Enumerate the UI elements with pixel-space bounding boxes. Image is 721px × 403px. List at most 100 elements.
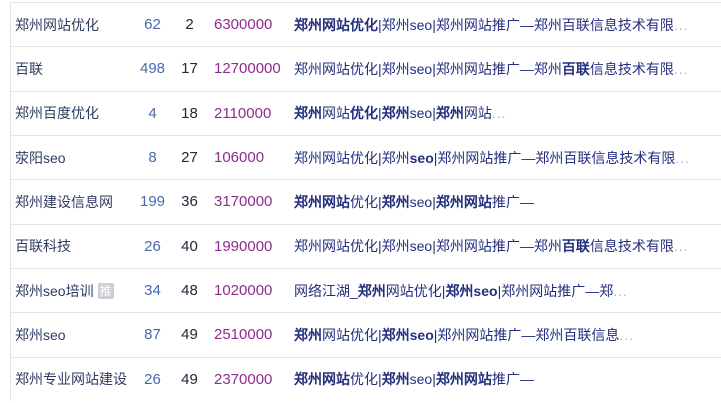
serp-title-link[interactable]: 郑州网站优化|郑州seo|郑州网站推广—郑州百联信息技术有限... xyxy=(294,238,689,254)
title-segment: 郑州 xyxy=(435,105,464,122)
table-row: 百联 498 17 12700000 郑州网站优化|郑州seo|郑州网站推广—郑… xyxy=(11,46,721,90)
title-ellipsis: ... xyxy=(673,60,689,77)
title-segment: 郑州 xyxy=(381,371,410,388)
serp-title-link[interactable]: 郑州网站优化|郑州seo|郑州网站推广—郑州百联信息技术有限... xyxy=(294,150,690,166)
title-segment: 郑州网站优化|郑州 xyxy=(294,149,410,166)
title-segment: 郑州seo xyxy=(445,282,498,299)
table-row: 郑州seo培训 推 34 48 1020000 网络江湖_郑州网站优化|郑州se… xyxy=(11,267,721,312)
serp-title-cell: 网络江湖_郑州网站优化|郑州seo|郑州网站推广—郑... xyxy=(285,281,721,301)
title-segment: 郑州网站优化|郑州seo|郑州网站推广—郑州 xyxy=(294,60,562,77)
keyword-cell: 郑州百度优化 xyxy=(11,103,131,123)
metric-links-count[interactable]: 26 xyxy=(144,370,161,388)
metric-results-count: 1990000 xyxy=(214,237,273,255)
metric-links-count[interactable]: 8 xyxy=(148,149,157,167)
title-segment: 推广— xyxy=(491,193,534,210)
title-segment: 郑州网站 xyxy=(435,193,492,210)
serp-title-link[interactable]: 郑州网站优化|郑州seo|郑州网站推广— xyxy=(294,194,534,210)
keyword-cell: 郑州建设信息网 xyxy=(11,192,131,212)
title-segment: 推广— xyxy=(491,371,534,388)
metric-rank: 49 xyxy=(181,370,198,388)
metric-results-count: 2510000 xyxy=(214,326,273,344)
table-row: 郑州专业网站建设 26 49 2370000 郑州网站优化|郑州seo|郑州网站… xyxy=(11,356,721,401)
title-segment: |郑州网站推广—郑 xyxy=(497,282,614,299)
title-segment: 郑州网站优化 xyxy=(294,16,378,33)
title-segment: |郑州网站推广—郑州百联信息技术有限 xyxy=(433,149,676,166)
metric-results-count: 106000 xyxy=(214,149,265,167)
serp-title-cell: 郑州网站优化|郑州seo|郑州网站推广—郑州百联信息技术有限... xyxy=(285,148,721,168)
serp-title-cell: 郑州网站优化|郑州seo|郑州网站推广—郑州百联信息... xyxy=(285,325,721,345)
keyword-link[interactable]: 郑州百度优化 xyxy=(15,105,99,122)
keyword-link[interactable]: 郑州seo xyxy=(15,326,66,343)
keyword-link[interactable]: 郑州网站优化 xyxy=(15,16,99,33)
keyword-cell: 郑州seo xyxy=(11,325,131,345)
title-segment: seo xyxy=(409,149,434,166)
title-segment: 郑州网站 xyxy=(294,371,350,388)
serp-title-cell: 郑州网站优化|郑州seo|郑州网站推广—郑州百联信息技术有限... xyxy=(285,15,721,35)
metric-links-count[interactable]: 26 xyxy=(144,237,161,255)
title-ellipsis: ... xyxy=(673,238,689,255)
keyword-cell: 百联 xyxy=(11,59,131,79)
metric-rank: 48 xyxy=(181,282,198,300)
keyword-cell: 郑州专业网站建设 xyxy=(11,369,131,389)
metric-results-count: 2110000 xyxy=(214,104,272,122)
keyword-link[interactable]: 百联科技 xyxy=(15,238,71,255)
serp-title-link[interactable]: 郑州网站优化|郑州seo|郑州网站推广—郑州百联信息... xyxy=(294,327,634,343)
keyword-cell: 郑州网站优化 xyxy=(11,15,131,35)
metric-links-count[interactable]: 498 xyxy=(139,60,166,78)
serp-title-cell: 郑州网站优化|郑州seo|郑州网站推广— xyxy=(285,192,721,212)
title-segment: 郑州 xyxy=(294,105,322,122)
metric-results-count: 12700000 xyxy=(214,60,281,78)
metric-links-count[interactable]: 87 xyxy=(144,326,161,344)
title-segment: 郑州 xyxy=(381,193,410,210)
title-segment: 信息技术有限 xyxy=(589,60,674,77)
metric-rank: 40 xyxy=(181,237,198,255)
metric-results-count: 6300000 xyxy=(214,16,273,34)
table-row: 百联科技 26 40 1990000 郑州网站优化|郑州seo|郑州网站推广—郑… xyxy=(11,223,721,268)
metric-rank: 2 xyxy=(185,16,194,34)
keyword-link[interactable]: 郑州建设信息网 xyxy=(15,193,113,210)
metric-links-count[interactable]: 4 xyxy=(148,104,157,122)
table-row: 荥阳seo 8 27 106000 郑州网站优化|郑州seo|郑州网站推广—郑州… xyxy=(11,134,721,179)
metric-results-count: 1020000 xyxy=(214,282,273,300)
title-segment: 网站 xyxy=(322,105,350,122)
metric-rank: 18 xyxy=(181,104,198,122)
keyword-link[interactable]: 荥阳seo xyxy=(15,149,66,166)
title-segment: 郑州网站 xyxy=(435,371,492,388)
keyword-cell: 郑州seo培训 推 xyxy=(11,281,131,301)
title-ellipsis: ... xyxy=(675,149,691,166)
keyword-cell: 百联科技 xyxy=(11,236,131,256)
title-segment: 郑州 xyxy=(357,282,386,299)
metric-rank: 17 xyxy=(181,60,198,78)
title-segment: 网络江湖_ xyxy=(294,282,358,299)
keyword-link[interactable]: 百联 xyxy=(15,60,43,77)
title-ellipsis: ... xyxy=(673,16,689,33)
title-segment: 百联 xyxy=(561,60,590,77)
serp-title-link[interactable]: 网络江湖_郑州网站优化|郑州seo|郑州网站推广—郑... xyxy=(294,283,628,299)
table-row: 郑州seo 87 49 2510000 郑州网站优化|郑州seo|郑州网站推广—… xyxy=(11,312,721,356)
metric-links-count[interactable]: 199 xyxy=(139,193,166,211)
title-segment: 优化| xyxy=(350,193,382,210)
keyword-rank-table: 郑州网站优化 62 2 6300000 郑州网站优化|郑州seo|郑州网站推广—… xyxy=(10,2,721,401)
title-segment: 网站优化| xyxy=(385,282,446,299)
metric-links-count[interactable]: 62 xyxy=(144,16,161,34)
title-segment: 郑州网站优化|郑州seo|郑州网站推广—郑州 xyxy=(294,238,562,255)
title-segment: seo| xyxy=(409,105,436,122)
metric-rank: 36 xyxy=(181,193,198,211)
serp-title-link[interactable]: 郑州网站优化|郑州seo|郑州网站推广— xyxy=(294,371,534,387)
metric-links-count[interactable]: 34 xyxy=(144,282,161,300)
title-segment: seo| xyxy=(409,371,436,388)
title-ellipsis: ... xyxy=(491,105,507,122)
serp-title-link[interactable]: 郑州网站优化|郑州seo|郑州网站... xyxy=(294,105,507,121)
title-segment: 网站优化| xyxy=(322,326,382,343)
keyword-link[interactable]: 郑州专业网站建设 xyxy=(15,371,127,388)
table-row: 郑州网站优化 62 2 6300000 郑州网站优化|郑州seo|郑州网站推广—… xyxy=(11,2,721,46)
title-segment: |郑州seo|郑州网站推广—郑州百联信息技术有限 xyxy=(378,16,674,33)
title-segment: 郑州 xyxy=(294,326,322,343)
title-segment: |郑州网站推广—郑州百联信息 xyxy=(433,326,620,343)
serp-title-link[interactable]: 郑州网站优化|郑州seo|郑州网站推广—郑州百联信息技术有限... xyxy=(294,17,689,33)
keyword-link[interactable]: 郑州seo培训 xyxy=(15,282,94,299)
serp-title-link[interactable]: 郑州网站优化|郑州seo|郑州网站推广—郑州百联信息技术有限... xyxy=(294,61,689,77)
table-row: 郑州百度优化 4 18 2110000 郑州网站优化|郑州seo|郑州网站... xyxy=(11,90,721,135)
metric-rank: 49 xyxy=(181,326,198,344)
title-segment: 信息技术有限 xyxy=(589,238,674,255)
